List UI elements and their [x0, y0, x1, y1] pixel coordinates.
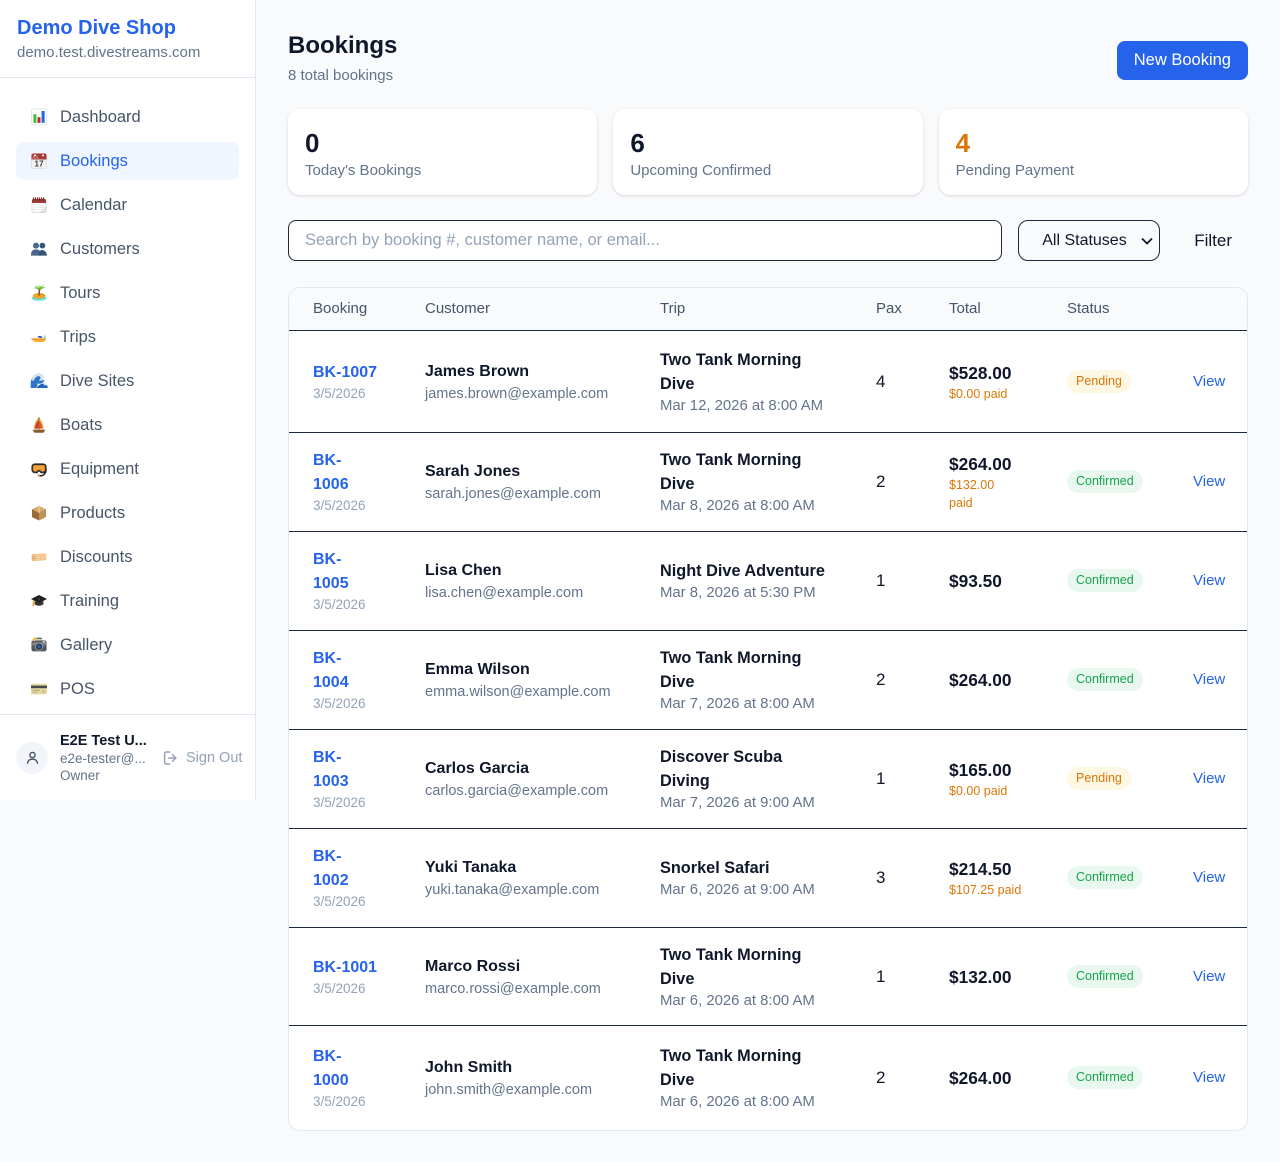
svg-text:JUL: JUL: [32, 154, 40, 159]
svg-text:17: 17: [34, 159, 44, 169]
